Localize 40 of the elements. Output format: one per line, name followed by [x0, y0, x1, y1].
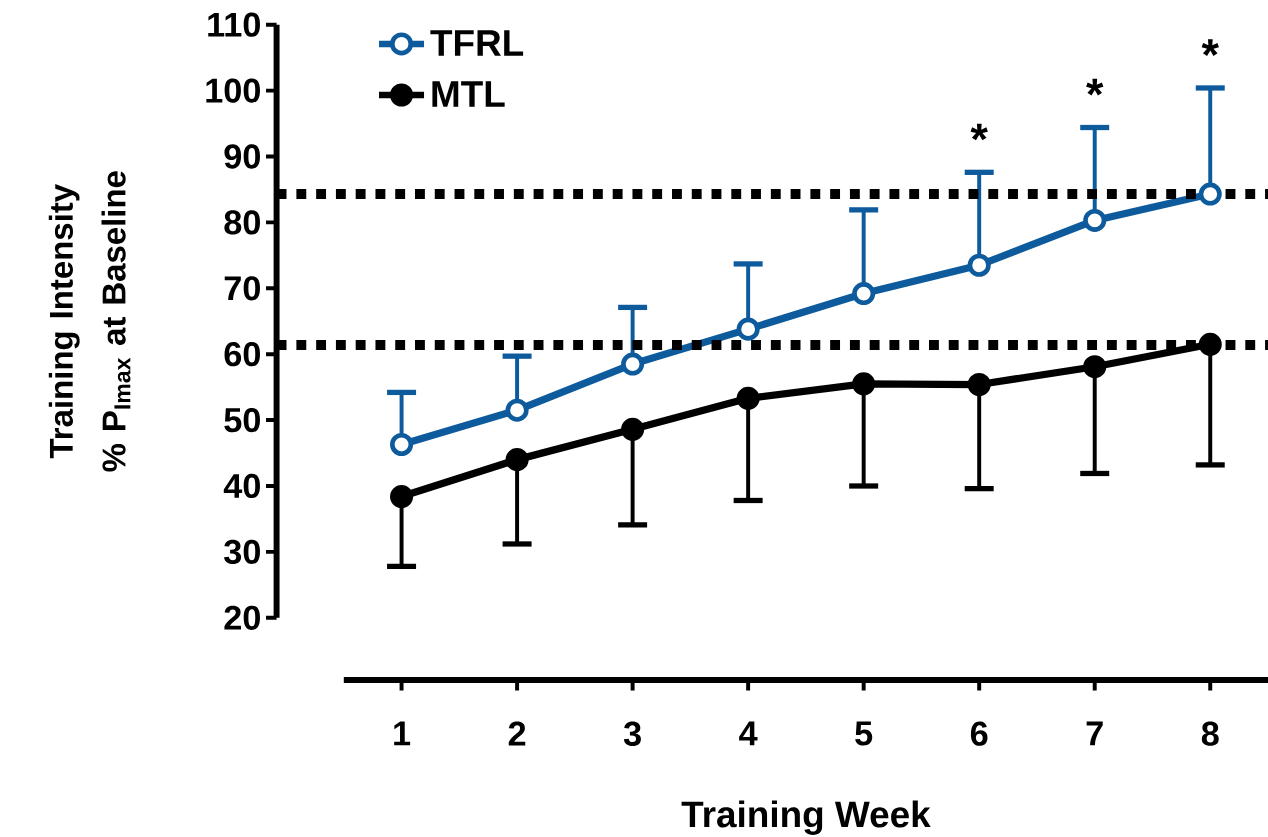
point	[390, 484, 414, 508]
annotation: *	[970, 123, 988, 141]
x-tick-label: 1	[394, 721, 411, 746]
annotation: *	[1201, 39, 1219, 56]
annotation: *	[1086, 78, 1104, 96]
x-tick-label: 7	[1086, 721, 1103, 746]
point	[1198, 182, 1222, 206]
x-tick-label: 8	[1201, 721, 1219, 746]
x-axis-title: Training Week	[681, 800, 931, 835]
y-tick-label: 50	[224, 407, 260, 433]
point	[621, 352, 645, 376]
point	[736, 317, 760, 341]
y-tick-label: 40	[223, 473, 260, 499]
point	[1198, 332, 1222, 356]
legend-label: TFRL	[430, 30, 524, 56]
point	[505, 398, 529, 422]
x-tick-label: 3	[623, 721, 641, 746]
y-tick-label: 60	[224, 341, 260, 367]
y-tick-label: 30	[224, 539, 260, 564]
x-tick-label: 4	[739, 721, 758, 746]
y-tick-label: 90	[224, 144, 260, 169]
x-tick-label: 2	[508, 721, 526, 746]
point	[621, 417, 645, 441]
x-tick-label: 6	[970, 721, 988, 746]
point	[505, 447, 529, 472]
point	[967, 372, 991, 396]
y-tick-label: 110	[208, 12, 260, 37]
point	[852, 281, 876, 305]
point	[1083, 355, 1107, 379]
point	[736, 386, 760, 410]
y-tick-label: 100	[206, 78, 260, 103]
point	[390, 432, 414, 456]
point	[967, 253, 991, 277]
x-tick-label: 5	[855, 721, 873, 746]
point	[1083, 208, 1107, 232]
y-tick-label: 20	[224, 605, 260, 630]
legend-label: MTL	[432, 81, 505, 107]
point	[852, 372, 876, 396]
y-tick-label: 80	[224, 210, 260, 235]
y-tick-label: 70	[224, 276, 260, 301]
